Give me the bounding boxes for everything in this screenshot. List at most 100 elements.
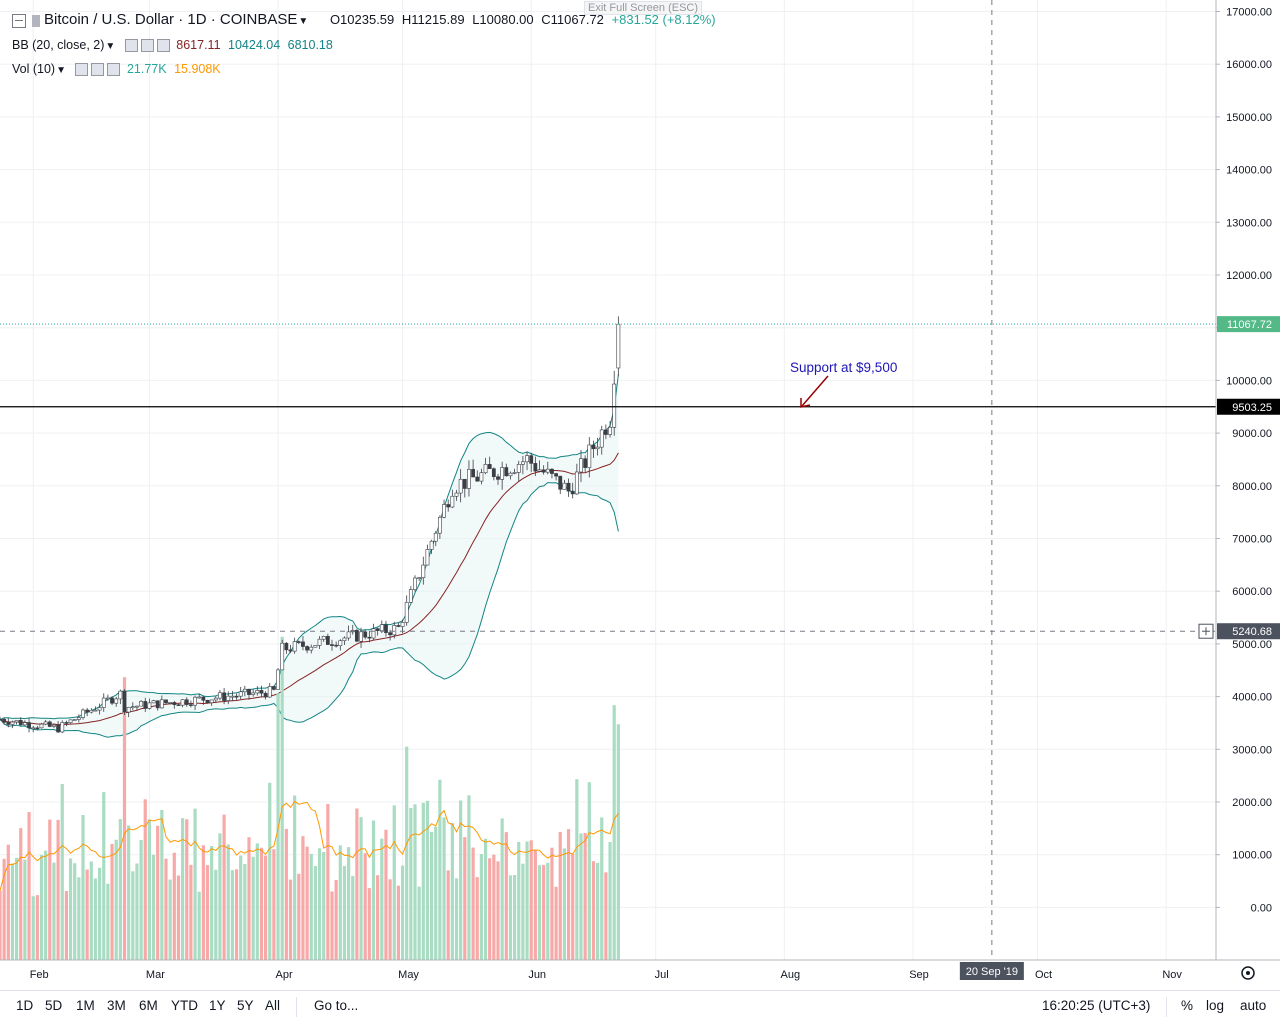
- volume-bar: [44, 850, 48, 960]
- candle-body: [64, 722, 69, 724]
- range-6m[interactable]: 6M: [139, 998, 158, 1013]
- price-chart[interactable]: 17000.00 16000.00 15000.00 14000.00 13000.00…: [0, 0, 1280, 990]
- candle-body: [176, 704, 181, 706]
- range-5d[interactable]: 5D: [45, 998, 63, 1013]
- symbol-title[interactable]: Bitcoin / U.S. Dollar · 1D · COINBASE: [44, 11, 298, 28]
- candle-body: [164, 699, 168, 704]
- candle-body: [114, 698, 119, 704]
- exit-fullscreen-button[interactable]: Exit Full Screen (ESC): [584, 1, 703, 15]
- volume-bar: [85, 869, 89, 960]
- volume-label[interactable]: Vol (10): [12, 62, 56, 76]
- settings-icon[interactable]: [140, 39, 154, 53]
- candle-body: [60, 722, 65, 733]
- candle-body: [197, 696, 202, 699]
- volume-bar: [446, 870, 450, 960]
- volume-bar: [64, 891, 68, 960]
- volume-bar: [181, 818, 185, 960]
- candle-body: [301, 641, 305, 647]
- volume-bar: [330, 891, 334, 960]
- support-annotation[interactable]: Support at $9,500: [790, 360, 898, 375]
- candle-body: [284, 642, 289, 651]
- candle-body: [529, 455, 534, 464]
- eye-icon[interactable]: [124, 39, 138, 53]
- gear-icon: [1241, 966, 1255, 980]
- chevron-down-icon[interactable]: ▼: [298, 16, 309, 27]
- candle-body: [603, 429, 608, 435]
- candle-body: [371, 628, 376, 639]
- candle-body: [392, 625, 397, 636]
- volume-bar: [214, 869, 218, 960]
- volume-bar: [122, 677, 127, 960]
- volume-bar: [77, 877, 81, 960]
- candle-body: [201, 696, 206, 701]
- range-1d[interactable]: 1D: [16, 998, 34, 1013]
- settings-icon[interactable]: [91, 63, 105, 77]
- time-tick-label: Jul: [655, 969, 669, 981]
- price-tick-label: 0.00: [1251, 902, 1272, 914]
- time-tick-label: Jun: [528, 969, 546, 981]
- volume-bar: [384, 829, 388, 960]
- volume-bar: [247, 837, 251, 960]
- gear-icon-center: [1246, 971, 1250, 975]
- volume-bar: [558, 831, 562, 960]
- volume-bar: [459, 800, 463, 960]
- close-icon[interactable]: [107, 63, 121, 77]
- candle-body: [189, 704, 193, 706]
- bb-label[interactable]: BB (20, close, 2): [12, 38, 105, 52]
- volume-bar: [591, 861, 596, 960]
- volume-bar: [571, 854, 575, 960]
- volume-bar: [554, 886, 558, 960]
- auto-toggle[interactable]: auto: [1240, 998, 1267, 1013]
- price-tick-label: 17000.00: [1226, 7, 1272, 19]
- price-tick-label: 9000.00: [1232, 428, 1272, 440]
- chevron-down-icon[interactable]: ▼: [56, 65, 66, 76]
- volume-bar: [19, 828, 23, 960]
- volume-bar: [326, 803, 330, 960]
- candle-body: [325, 636, 330, 645]
- volume-bar: [73, 863, 77, 960]
- volume-bar: [450, 822, 454, 960]
- volume-bar: [197, 891, 201, 960]
- volume-bar: [48, 819, 52, 960]
- percent-toggle[interactable]: %: [1181, 998, 1194, 1013]
- candle-body: [172, 702, 177, 705]
- bottom-toolbar: 1D 5D 1M 3M 6M YTD 1Y 5Y All Go to... 16…: [0, 990, 1280, 1025]
- candle-body: [263, 692, 268, 698]
- candle-body: [384, 624, 388, 633]
- candle-body: [446, 504, 451, 508]
- candle-body: [255, 690, 260, 694]
- clock[interactable]: 16:20:25 (UTC+3): [1042, 998, 1151, 1013]
- candle-body: [342, 637, 347, 642]
- range-1m[interactable]: 1M: [76, 998, 95, 1013]
- range-1y[interactable]: 1Y: [209, 998, 226, 1013]
- close-icon[interactable]: [156, 39, 170, 53]
- flag-icon[interactable]: [32, 14, 40, 27]
- candle-body: [118, 690, 123, 700]
- goto-button[interactable]: Go to...: [314, 998, 359, 1013]
- candle-body: [151, 700, 156, 704]
- eye-icon[interactable]: [75, 63, 89, 77]
- candle-body: [421, 564, 426, 578]
- candle-body: [276, 669, 280, 690]
- collapse-icon[interactable]: [12, 13, 26, 28]
- volume-bar: [264, 855, 268, 960]
- volume-bar: [338, 845, 342, 960]
- range-3m[interactable]: 3M: [107, 998, 126, 1013]
- candle-body: [93, 709, 98, 712]
- chevron-down-icon[interactable]: ▼: [105, 41, 116, 52]
- range-ytd[interactable]: YTD: [171, 998, 198, 1013]
- log-toggle[interactable]: log: [1206, 998, 1225, 1013]
- candle-body: [296, 641, 301, 643]
- candle-body: [417, 577, 422, 579]
- volume-bar: [517, 841, 521, 960]
- time-tick-label: Sep: [909, 969, 929, 981]
- volume-bar: [143, 799, 147, 960]
- volume-bar: [351, 876, 355, 960]
- range-5y[interactable]: 5Y: [237, 998, 254, 1013]
- candle-body: [242, 688, 247, 693]
- candle-body: [475, 476, 480, 482]
- candle-body: [587, 444, 592, 468]
- candle-body: [400, 622, 405, 627]
- range-all[interactable]: All: [265, 998, 281, 1013]
- volume-bar: [500, 818, 504, 960]
